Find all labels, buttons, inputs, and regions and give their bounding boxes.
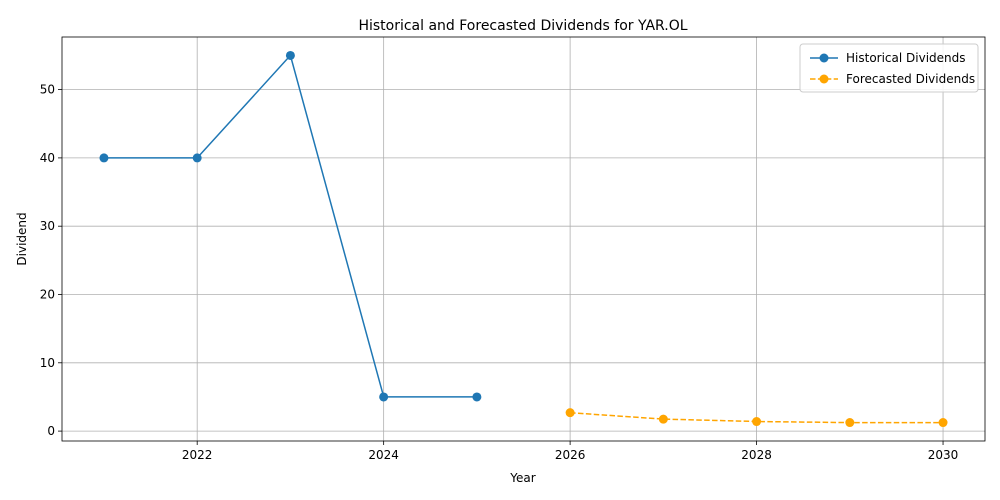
y-tick-label: 0 xyxy=(47,424,55,438)
x-axis-label: Year xyxy=(509,471,535,485)
x-tick-label: 2026 xyxy=(555,448,586,462)
historical-dividends-point xyxy=(99,153,109,163)
historical-dividends-point xyxy=(472,392,482,402)
legend-historical-dividends-marker xyxy=(819,53,829,63)
y-tick-label: 20 xyxy=(40,287,55,301)
legend-forecasted-dividends-marker xyxy=(819,74,829,84)
x-tick-label: 2030 xyxy=(928,448,959,462)
plot-frame xyxy=(61,36,986,442)
forecasted-dividends-point xyxy=(565,408,575,418)
legend-forecasted-dividends-label: Forecasted Dividends xyxy=(846,72,975,86)
legend-box xyxy=(799,43,979,93)
x-tick-label: 2028 xyxy=(741,448,772,462)
forecasted-dividends-point xyxy=(845,418,855,428)
forecasted-dividends-point xyxy=(752,417,762,427)
y-tick-label: 50 xyxy=(40,83,55,97)
series-layer xyxy=(99,50,948,428)
legend-historical-dividends-label: Historical Dividends xyxy=(846,51,966,65)
historical-dividends-point xyxy=(192,153,202,163)
forecasted-dividends-point xyxy=(938,418,948,428)
y-axis-label: Dividend xyxy=(15,212,29,265)
x-tick-label: 2022 xyxy=(182,448,213,462)
legend: Historical Dividends Forecasted Dividends xyxy=(799,43,979,93)
y-tick-label: 10 xyxy=(40,356,55,370)
y-tick-label: 30 xyxy=(40,219,55,233)
chart-title: Historical and Forecasted Dividends for … xyxy=(358,18,687,34)
historical-dividends-point xyxy=(285,50,295,60)
forecasted-dividends-point xyxy=(658,414,668,424)
y-tick-label: 40 xyxy=(40,151,55,165)
historical-dividends-point xyxy=(379,392,389,402)
x-tick-label: 2024 xyxy=(368,448,399,462)
